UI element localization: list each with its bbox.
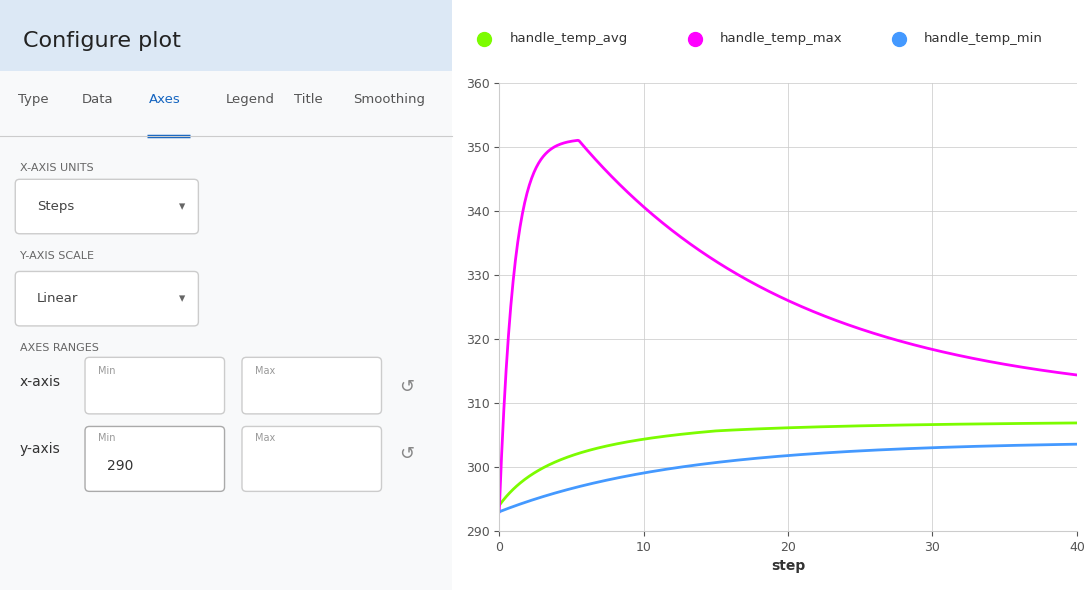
- X-axis label: step: step: [771, 559, 806, 573]
- Text: Max: Max: [255, 366, 276, 376]
- Text: 290: 290: [107, 459, 133, 473]
- Text: Title: Title: [294, 93, 323, 106]
- FancyBboxPatch shape: [85, 427, 225, 491]
- Text: Max: Max: [255, 432, 276, 442]
- Text: Configure plot: Configure plot: [23, 31, 181, 51]
- Text: Linear: Linear: [37, 292, 78, 305]
- FancyBboxPatch shape: [15, 271, 198, 326]
- Text: Smoothing: Smoothing: [353, 93, 425, 106]
- Text: Steps: Steps: [37, 200, 74, 213]
- Text: ↺: ↺: [399, 445, 414, 463]
- Text: Data: Data: [82, 93, 113, 106]
- Text: Legend: Legend: [227, 93, 275, 106]
- Text: handle_temp_min: handle_temp_min: [924, 32, 1043, 45]
- Text: Min: Min: [98, 432, 116, 442]
- Text: handle_temp_max: handle_temp_max: [720, 32, 843, 45]
- Text: handle_temp_avg: handle_temp_avg: [510, 32, 628, 45]
- Text: x-axis: x-axis: [20, 375, 61, 389]
- Text: X-AXIS UNITS: X-AXIS UNITS: [20, 163, 94, 172]
- Text: ▾: ▾: [179, 292, 185, 305]
- Text: ▾: ▾: [179, 200, 185, 213]
- Text: ↺: ↺: [399, 378, 414, 396]
- FancyBboxPatch shape: [15, 179, 198, 234]
- Text: Y-AXIS SCALE: Y-AXIS SCALE: [20, 251, 94, 261]
- FancyBboxPatch shape: [242, 358, 382, 414]
- Text: Type: Type: [19, 93, 49, 106]
- Text: Axes: Axes: [149, 93, 181, 106]
- FancyBboxPatch shape: [242, 427, 382, 491]
- Text: y-axis: y-axis: [20, 442, 60, 457]
- FancyBboxPatch shape: [85, 358, 225, 414]
- Text: AXES RANGES: AXES RANGES: [20, 343, 98, 353]
- Text: Min: Min: [98, 366, 116, 376]
